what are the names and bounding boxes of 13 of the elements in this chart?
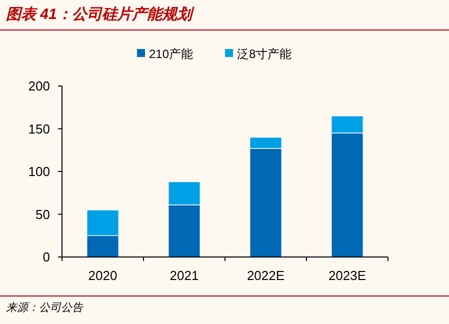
x-tick-label: 2020 — [88, 268, 118, 283]
chart-title: 图表 41：公司硅片产能规划 — [6, 5, 195, 23]
source-note: 来源：公司公告 — [6, 301, 84, 314]
y-tick-label: 100 — [28, 164, 50, 179]
legend-label: 泛8寸产能 — [237, 47, 292, 61]
y-tick-label: 0 — [42, 250, 50, 264]
x-tick-label: 2023E — [328, 268, 366, 283]
x-tick-label: 2021 — [170, 268, 199, 283]
y-tick-label: 50 — [36, 206, 50, 222]
legend-label: 210产能 — [149, 47, 194, 61]
y-tick-label: 150 — [28, 121, 50, 136]
x-tick-label: 2022E — [246, 268, 285, 283]
y-tick-label: 200 — [28, 78, 50, 94]
